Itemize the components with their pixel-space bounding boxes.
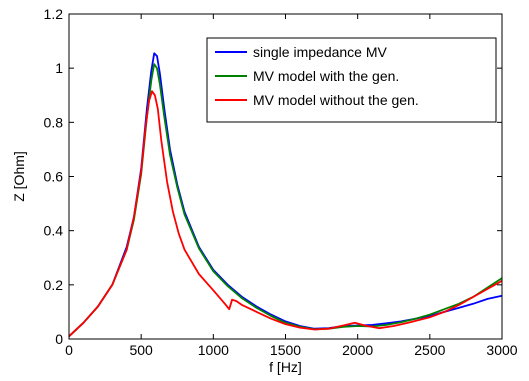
legend: single impedance MV MV model with the gen… <box>206 37 497 123</box>
y-tick-label: 0.4 <box>44 223 64 239</box>
y-tick-label: 0 <box>55 331 63 347</box>
x-tick-label: 1500 <box>270 342 301 358</box>
x-tick-label: 1000 <box>198 342 229 358</box>
x-tick-label: 500 <box>129 342 153 358</box>
legend-label-2: MV model with the gen. <box>253 68 399 84</box>
x-tick-label: 2500 <box>414 342 445 358</box>
x-axis-label: f [Hz] <box>269 359 302 375</box>
x-tick-label: 3000 <box>486 342 517 358</box>
y-tick-label: 1.2 <box>44 6 64 22</box>
legend-label-3: MV model without the gen. <box>253 92 419 108</box>
y-tick-label: 1 <box>55 60 63 76</box>
y-axis-label: Z [Ohm] <box>11 151 27 202</box>
y-tick-label: 0.6 <box>44 169 64 185</box>
x-tick-label: 0 <box>65 342 73 358</box>
legend-label-1: single impedance MV <box>253 44 388 60</box>
y-tick-label: 0.2 <box>44 277 64 293</box>
series-layer <box>68 52 503 337</box>
ticks-layer <box>68 13 503 340</box>
legend-box <box>206 37 497 123</box>
y-tick-label: 0.8 <box>44 114 64 130</box>
x-tick-label: 2000 <box>342 342 373 358</box>
tick-labels-layer: 0 500 1000 1500 2000 2500 3000 0 0.2 0.4 0.6 0.8 1 1.… <box>44 6 518 358</box>
series-line-3 <box>68 90 503 337</box>
